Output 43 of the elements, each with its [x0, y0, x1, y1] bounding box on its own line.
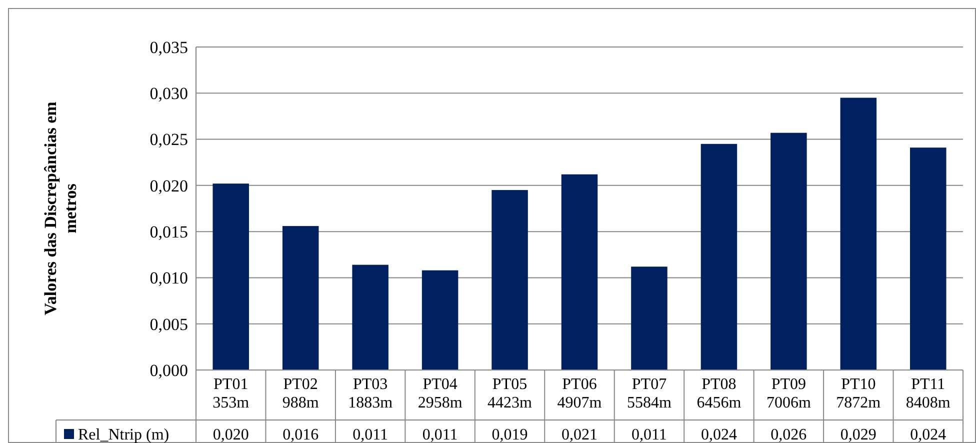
bar — [631, 266, 668, 370]
bar — [422, 270, 458, 370]
bar — [840, 98, 877, 370]
x-tick-label: PT09 7006m — [766, 376, 812, 412]
data-label: 0,011 — [632, 426, 667, 443]
data-label: 0,029 — [840, 426, 876, 443]
y-tick-label: 0,015 — [150, 222, 188, 242]
data-label: 0,011 — [352, 426, 388, 443]
y-tick-label: 0,005 — [150, 314, 188, 334]
bar — [492, 190, 528, 370]
x-tick-label: PT03 1883m — [348, 376, 394, 412]
data-label: 0,011 — [422, 426, 458, 443]
y-tick-label: 0,010 — [150, 268, 188, 288]
bar — [770, 132, 807, 370]
y-tick-label: 0,030 — [150, 84, 188, 104]
data-label: 0,024 — [700, 426, 737, 443]
data-label: 0,016 — [282, 426, 319, 443]
data-label: 0,024 — [910, 426, 946, 443]
bar — [561, 174, 598, 370]
y-tick-label: 0,025 — [150, 130, 188, 150]
x-tick-label: PT11 8408m — [906, 376, 951, 412]
y-tick-label: 0,020 — [150, 176, 188, 196]
data-label: 0,026 — [770, 426, 807, 443]
y-axis-title: Valores das Discrepâncias em metros — [40, 102, 80, 316]
x-tick-label: PT04 2958m — [418, 376, 463, 412]
bar — [352, 264, 388, 370]
legend-label: Rel_Ntrip (m) — [78, 426, 170, 443]
data-label: 0,021 — [562, 426, 598, 443]
data-label: 0,019 — [492, 426, 528, 443]
x-tick-label: PT07 5584m — [627, 376, 672, 412]
data-label: 0,020 — [212, 426, 249, 443]
y-tick-label: 0,000 — [150, 360, 188, 380]
x-tick-label: PT05 4423m — [488, 376, 533, 412]
y-tick-label: 0,035 — [150, 38, 188, 57]
x-tick-label: PT10 7872m — [836, 376, 882, 412]
bar — [910, 148, 946, 370]
x-tick-label: PT08 6456m — [696, 376, 742, 412]
x-tick-label: PT02 988m — [282, 376, 320, 412]
x-tick-label: PT06 4907m — [557, 376, 602, 412]
bar — [700, 144, 738, 370]
bar — [212, 184, 249, 370]
x-tick-label: PT01 353m — [212, 376, 250, 412]
bar — [282, 226, 319, 370]
